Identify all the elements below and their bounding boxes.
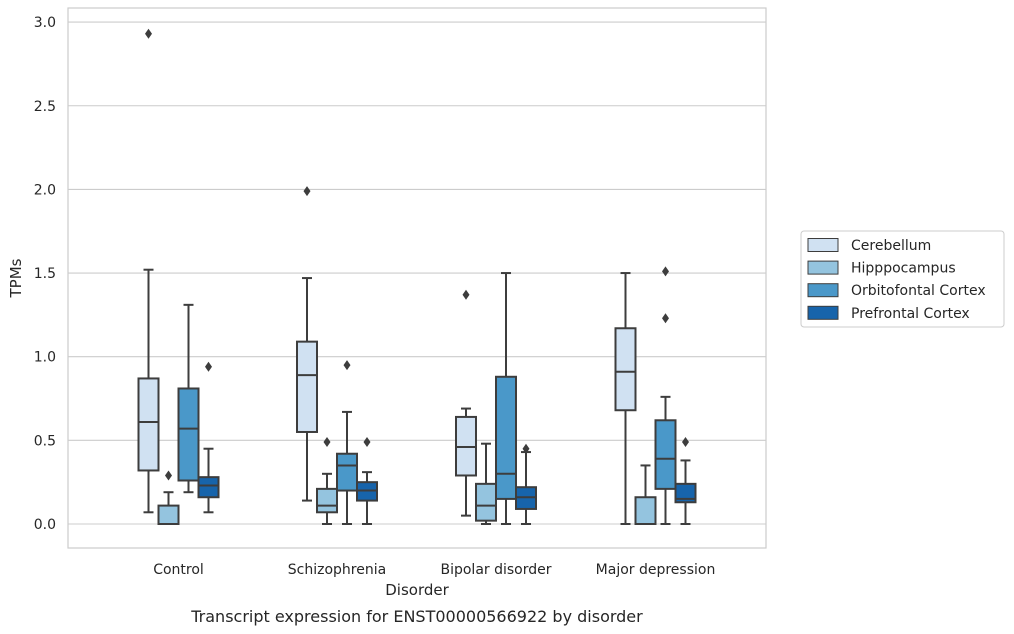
legend-swatch	[807, 283, 839, 298]
box-iqr	[316, 487, 338, 514]
legend-swatch	[807, 260, 839, 275]
box-iqr	[336, 452, 358, 492]
y-tick-label: 0.0	[34, 517, 56, 533]
y-axis-label: TPMs	[7, 258, 25, 298]
y-tick-label: 0.5	[34, 433, 56, 449]
box-hipppocampus	[634, 464, 657, 525]
outlier-point	[145, 28, 152, 39]
box-prefrontal-cortex	[197, 361, 220, 514]
y-tick-label: 1.0	[34, 350, 56, 366]
y-tick-label: 2.0	[34, 182, 56, 198]
legend-label: Hipppocampus	[851, 261, 956, 277]
outlier-point	[462, 289, 470, 300]
box-orbitofontal-cortex	[177, 303, 200, 494]
box-orbitofontal-cortex	[654, 266, 677, 525]
x-tick-label: Bipolar disorder	[440, 562, 551, 578]
box-iqr	[674, 482, 697, 504]
outlier-point	[662, 266, 669, 277]
x-tick-label: Schizophrenia	[288, 562, 386, 578]
y-tick-label: 2.5	[34, 99, 56, 115]
legend-frame	[800, 230, 1005, 328]
legend-label: Cerebellum	[851, 238, 931, 254]
x-tick-label: Control	[153, 562, 204, 578]
box-cerebellum	[296, 186, 318, 502]
box-orbitofontal-cortex	[495, 272, 517, 525]
box-cerebellum	[455, 289, 477, 517]
box-iqr	[614, 327, 637, 412]
box-prefrontal-cortex	[674, 437, 697, 525]
box-cerebellum	[137, 28, 160, 514]
box-cerebellum	[614, 272, 637, 525]
box-hipppocampus	[316, 437, 338, 525]
outlier-point	[323, 437, 331, 448]
x-axis-label: Disorder	[385, 581, 449, 599]
box-iqr	[495, 375, 517, 500]
legend-label: Prefrontal Cortex	[851, 306, 970, 322]
box-orbitofontal-cortex	[336, 360, 358, 525]
box-iqr	[157, 504, 180, 525]
y-tick-labels: 0.0 0.5 1.0 1.5 2.0 2.5 3.0	[34, 15, 56, 533]
boxes	[137, 28, 697, 525]
outlier-point	[343, 360, 351, 371]
box-iqr	[475, 482, 497, 522]
outlier-point	[522, 443, 530, 454]
box-hipppocampus	[157, 470, 180, 525]
box-prefrontal-cortex	[515, 443, 537, 525]
outlier-point	[165, 470, 172, 481]
box-prefrontal-cortex	[356, 437, 378, 525]
y-tick-label: 1.5	[34, 266, 56, 282]
legend-label: Orbitofontal Cortex	[851, 283, 986, 299]
box-iqr	[177, 387, 200, 482]
box-iqr	[654, 419, 677, 490]
box-iqr	[137, 377, 160, 472]
outlier-point	[682, 437, 689, 448]
outlier-point	[662, 313, 669, 324]
outlier-point	[303, 186, 311, 197]
chart-caption: Transcript expression for ENST0000056692…	[190, 607, 643, 626]
box-iqr	[197, 476, 220, 499]
box-iqr	[296, 340, 318, 433]
y-tick-label: 3.0	[34, 15, 56, 31]
box-iqr	[634, 496, 657, 525]
legend-swatch	[807, 238, 839, 252]
outlier-point	[205, 361, 212, 372]
legend-swatch	[807, 305, 839, 320]
x-tick-label: Major depression	[596, 562, 716, 578]
outlier-point	[363, 437, 371, 448]
box-hipppocampus	[475, 442, 497, 525]
legend: Cerebellum Hipppocampus Orbitofontal Corte…	[800, 230, 1005, 328]
x-tick-labels: Control Schizophrenia Bipolar disorder Majo…	[153, 562, 715, 578]
